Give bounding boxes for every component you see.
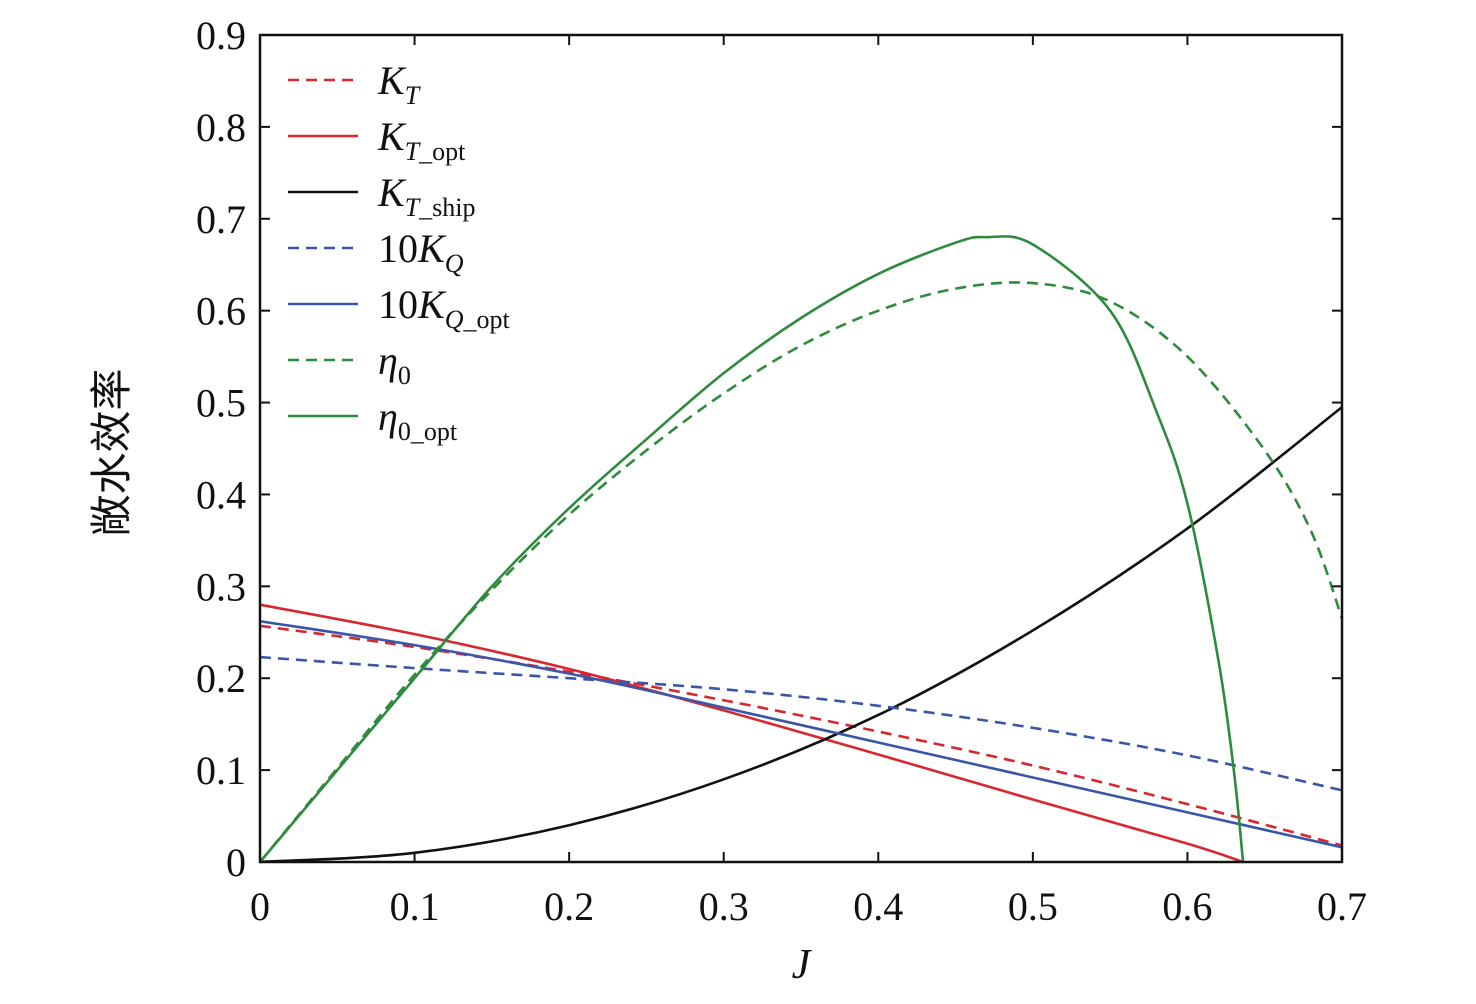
x-tick-label: 0.4 — [853, 884, 903, 929]
legend-label: η0_opt — [378, 394, 458, 446]
x-tick-label: 0.1 — [390, 884, 440, 929]
legend-label: 10KQ_opt — [378, 282, 510, 334]
x-axis-label: J — [792, 942, 813, 988]
x-tick-label: 0.2 — [544, 884, 594, 929]
series-line-eta0-opt — [259, 235, 1245, 863]
y-axis-label: 敞水效率 — [89, 368, 136, 536]
legend-label: KT — [377, 58, 421, 110]
x-tick-label: 0.6 — [1162, 884, 1212, 929]
x-tick-label: 0.7 — [1317, 884, 1367, 929]
y-tick-label: 0.8 — [196, 105, 246, 150]
legend-label: KT_opt — [377, 114, 466, 166]
legend-label: 10KQ — [378, 226, 464, 278]
series-line-kt-opt — [259, 603, 1244, 864]
series-line-kt-ship — [259, 406, 1343, 864]
y-tick-label: 0.2 — [196, 656, 246, 701]
y-tick-label: 0.4 — [196, 472, 246, 517]
x-tick-label: 0.3 — [699, 884, 749, 929]
series-lines — [258, 235, 1344, 864]
y-tick-label: 0.3 — [196, 564, 246, 609]
x-tick-label: 0.5 — [1008, 884, 1058, 929]
legend-label: KT_ship — [377, 170, 476, 222]
y-tick-label: 0.7 — [196, 197, 246, 242]
y-tick-label: 0.1 — [196, 748, 246, 793]
series-line-eta0 — [258, 281, 1344, 863]
legend-label: η0 — [378, 338, 411, 390]
series-line-kt — [259, 624, 1343, 847]
series-line-10kq-opt — [259, 619, 1343, 849]
y-tick-label: 0.6 — [196, 289, 246, 334]
axis-ticks — [259, 34, 1343, 863]
y-tick-label: 0.5 — [196, 381, 246, 426]
series-line-10kq — [259, 655, 1343, 792]
y-tick-label: 0.9 — [196, 13, 246, 58]
x-tick-label: 0 — [250, 884, 270, 929]
plot-frame — [258, 33, 1344, 864]
tick-labels: 0 0.1 0.2 0.3 0.4 0.5 0.6 0.7 0 0.1 0.2 0.3 0.4 0.5 0.… — [196, 13, 1367, 929]
y-tick-label: 0 — [226, 840, 246, 885]
